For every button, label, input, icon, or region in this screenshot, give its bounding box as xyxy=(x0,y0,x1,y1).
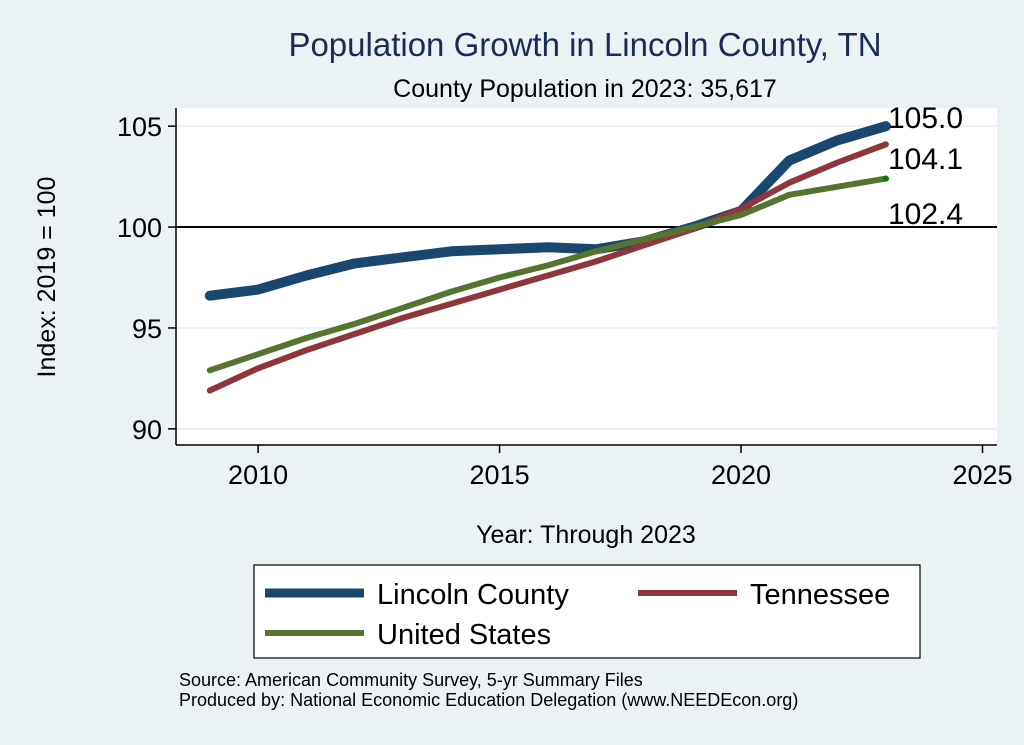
legend-label-united-states: United States xyxy=(377,619,551,651)
legend-label-lincoln-county: Lincoln County xyxy=(377,579,569,611)
series-end-marker-united-states xyxy=(882,175,889,182)
end-label-tennessee: 104.1 xyxy=(888,143,963,176)
y-tick-label: 105 xyxy=(117,112,162,142)
end-labels: 105.0 104.1 102.4 xyxy=(888,102,963,231)
legend-label-tennessee: Tennessee xyxy=(750,579,890,611)
series-line-tennessee xyxy=(206,141,889,394)
series-line-lincoln-county xyxy=(204,121,891,301)
end-label-lincoln-county: 105.0 xyxy=(888,102,963,135)
legend: Lincoln County Tennessee United States xyxy=(253,564,921,659)
legend-box xyxy=(253,564,921,659)
y-tick-label: 95 xyxy=(132,314,162,344)
x-tick-label: 2020 xyxy=(711,460,771,490)
y-ticks: 90 95 100 105 xyxy=(117,112,176,445)
end-label-united-states: 102.4 xyxy=(888,198,963,231)
x-ticks: 2010 2015 2020 2025 xyxy=(228,445,1013,490)
series-line-united-states xyxy=(206,175,889,374)
chart-subtitle: County Population in 2023: 35,617 xyxy=(393,75,777,103)
x-tick-label: 2015 xyxy=(470,460,530,490)
x-tick-label: 2025 xyxy=(952,460,1012,490)
x-tick-label: 2010 xyxy=(228,460,288,490)
series-lines xyxy=(204,121,891,394)
source-note: Source: American Community Survey, 5-yr … xyxy=(179,670,643,690)
x-axis-title: Year: Through 2023 xyxy=(476,521,696,549)
y-tick-label: 100 xyxy=(117,213,162,243)
y-axis-title: Index: 2019 = 100 xyxy=(33,177,61,378)
chart-title: Population Growth in Lincoln County, TN xyxy=(288,26,881,63)
gridlines xyxy=(176,125,997,430)
y-tick-label: 90 xyxy=(132,415,162,445)
producer-note: Produced by: National Economic Education… xyxy=(179,690,798,710)
